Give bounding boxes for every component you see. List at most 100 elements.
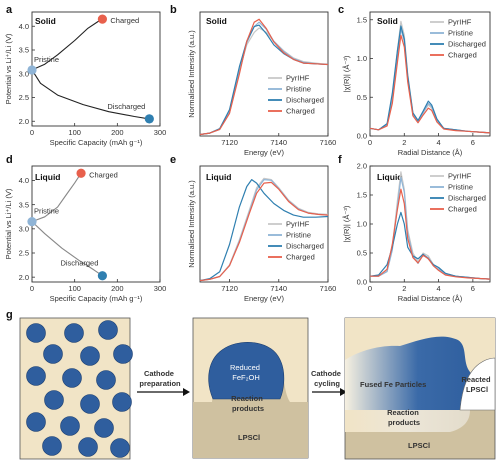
legend-label-f-charged: Charged xyxy=(448,205,477,214)
reacted-line2: LPSCl xyxy=(466,385,488,394)
x-tick-label-c: 2 xyxy=(402,138,406,147)
plot-frame-c xyxy=(369,11,491,137)
marker-d-discharged xyxy=(97,271,107,281)
panel-letter-c: c xyxy=(338,4,344,16)
x-tick-label-d: 300 xyxy=(154,284,167,293)
y-tick-label-a: 2.5 xyxy=(19,93,29,102)
y-tick-label-c: 0.0 xyxy=(357,132,367,141)
legend-label-f-pyrihf: PyrIHF xyxy=(448,172,472,181)
x-tick-label-c: 4 xyxy=(436,138,440,147)
y-axis-label-d: Potential vs Li⁺/Li (V) xyxy=(4,188,13,259)
series-line-a-0 xyxy=(31,18,103,71)
marker-a-pristine xyxy=(27,65,37,75)
panel-letter-e: e xyxy=(170,154,176,166)
particle-0 xyxy=(26,323,46,343)
x-axis-label-d: Specific Capacity (mAh g⁻¹) xyxy=(50,294,143,303)
right-products-label: Reaction products xyxy=(387,408,421,427)
x-axis-label-c: Radial Distance (Å) xyxy=(398,148,463,157)
series-line-b-charged xyxy=(199,18,329,136)
x-tick-label-f: 2 xyxy=(402,284,406,293)
panel-a-title: Solid xyxy=(35,16,56,26)
reacted-lpsci-label: Reacted LPSCl xyxy=(461,375,492,394)
x-tick-label-a: 0 xyxy=(30,128,34,137)
x-tick-label-a: 100 xyxy=(68,128,81,137)
mid-products-line1: Reaction xyxy=(231,394,263,403)
marker-a-discharged xyxy=(144,114,154,124)
panel-letter-f: f xyxy=(338,154,342,166)
x-tick-label-b: 7140 xyxy=(270,138,287,147)
x-tick-label-a: 200 xyxy=(111,128,124,137)
y-tick-label-c: 1.5 xyxy=(357,15,367,24)
x-tick-label-b: 7120 xyxy=(221,138,238,147)
series-line-a-1 xyxy=(31,69,150,120)
reduced-particle xyxy=(208,341,285,400)
chart-b: 7120 7140 7160 Energy (eV) Normalised Intens… xyxy=(187,11,336,157)
chart-a: 0 100 200 300 2.0 2.5 3.0 3.5 4.0 Specific Capaci… xyxy=(4,11,166,147)
legend-label-b-pristine: Pristine xyxy=(286,85,311,94)
y-tick-label-d: 2.5 xyxy=(19,249,29,258)
panel-c-title: Solid xyxy=(377,16,398,26)
particle-15 xyxy=(42,436,62,456)
schematic-panel-g: Cathode preparation Reduced FeF₂OH React… xyxy=(19,317,496,460)
y-axis-label-c: |χ(R)| (Å⁻³) xyxy=(342,55,351,92)
legend-label-b-charged: Charged xyxy=(286,107,315,116)
x-tick-label-c: 6 xyxy=(471,138,475,147)
panel-letter-b: b xyxy=(170,4,177,16)
series-line-d-1 xyxy=(31,221,103,277)
legend-label-f-pristine: Pristine xyxy=(448,183,473,192)
panel-f-title: Liquid xyxy=(377,172,403,182)
marker-label-a-discharged: Discharged xyxy=(107,102,145,111)
y-tick-label-f: 0.5 xyxy=(357,249,367,258)
legend-label-c-pristine: Pristine xyxy=(448,29,473,38)
x-tick-label-e: 7160 xyxy=(320,284,337,293)
step1-line1: Cathode xyxy=(144,369,174,378)
panel-b-title: Solid xyxy=(206,16,227,26)
particle-10 xyxy=(80,394,100,414)
x-tick-label-d: 100 xyxy=(68,284,81,293)
y-axis-label-f: |χ(R)| (Å⁻³) xyxy=(342,205,351,242)
y-tick-label-a: 3.5 xyxy=(19,46,29,55)
y-tick-label-a: 3.0 xyxy=(19,69,29,78)
marker-label-a-charged: Charged xyxy=(110,16,139,25)
particle-17 xyxy=(110,438,130,458)
step1-label: Cathode preparation xyxy=(139,369,181,388)
particle-13 xyxy=(60,416,80,436)
legend-label-e-charged: Charged xyxy=(286,253,315,262)
fused-particles-label: Fused Fe Particles xyxy=(360,380,426,389)
fused-fe-particles xyxy=(345,336,478,410)
mid-particle-line1: Reduced xyxy=(230,363,260,372)
x-tick-label-c: 0 xyxy=(368,138,372,147)
mid-lpsci-label: LPSCl xyxy=(238,433,260,442)
legend-label-e-pristine: Pristine xyxy=(286,231,311,240)
y-tick-label-d: 2.0 xyxy=(19,273,29,282)
reacted-lpsci-region xyxy=(459,357,496,411)
particle-9 xyxy=(44,390,64,410)
pristine-particles xyxy=(26,320,133,458)
particle-14 xyxy=(94,418,114,438)
particle-6 xyxy=(26,366,46,386)
arrow-2-head xyxy=(340,388,347,396)
y-tick-label-c: 0.5 xyxy=(357,93,367,102)
y-tick-label-a: 4.0 xyxy=(19,22,29,31)
particle-7 xyxy=(62,368,82,388)
step2-line1: Cathode xyxy=(311,369,341,378)
y-tick-label-f: 2.0 xyxy=(357,162,367,171)
y-tick-label-d: 3.5 xyxy=(19,200,29,209)
legend-label-f-discharged: Discharged xyxy=(448,194,486,203)
right-products-line1: Reaction xyxy=(387,408,419,417)
x-tick-label-e: 7140 xyxy=(270,284,287,293)
chart-d: 0 100 200 300 2.0 2.5 3.0 3.5 4.0 Specific Capaci… xyxy=(4,165,167,303)
right-products-line2: products xyxy=(388,418,420,427)
particle-8 xyxy=(96,370,116,390)
particle-2 xyxy=(98,320,118,340)
legend-label-c-pyrihf: PyrIHF xyxy=(448,18,472,27)
particle-16 xyxy=(78,437,98,457)
marker-label-a-pristine: Pristine xyxy=(34,55,59,64)
legend-label-b-pyrihf: PyrIHF xyxy=(286,74,310,83)
x-tick-label-d: 0 xyxy=(30,284,34,293)
legend-label-e-pyrihf: PyrIHF xyxy=(286,220,310,229)
series-line-c-charged xyxy=(369,34,491,134)
marker-label-d-charged: Charged xyxy=(89,170,118,179)
y-tick-label-f: 1.0 xyxy=(357,220,367,229)
y-axis-label-e: Normalised Intensity (a.u.) xyxy=(187,180,196,268)
